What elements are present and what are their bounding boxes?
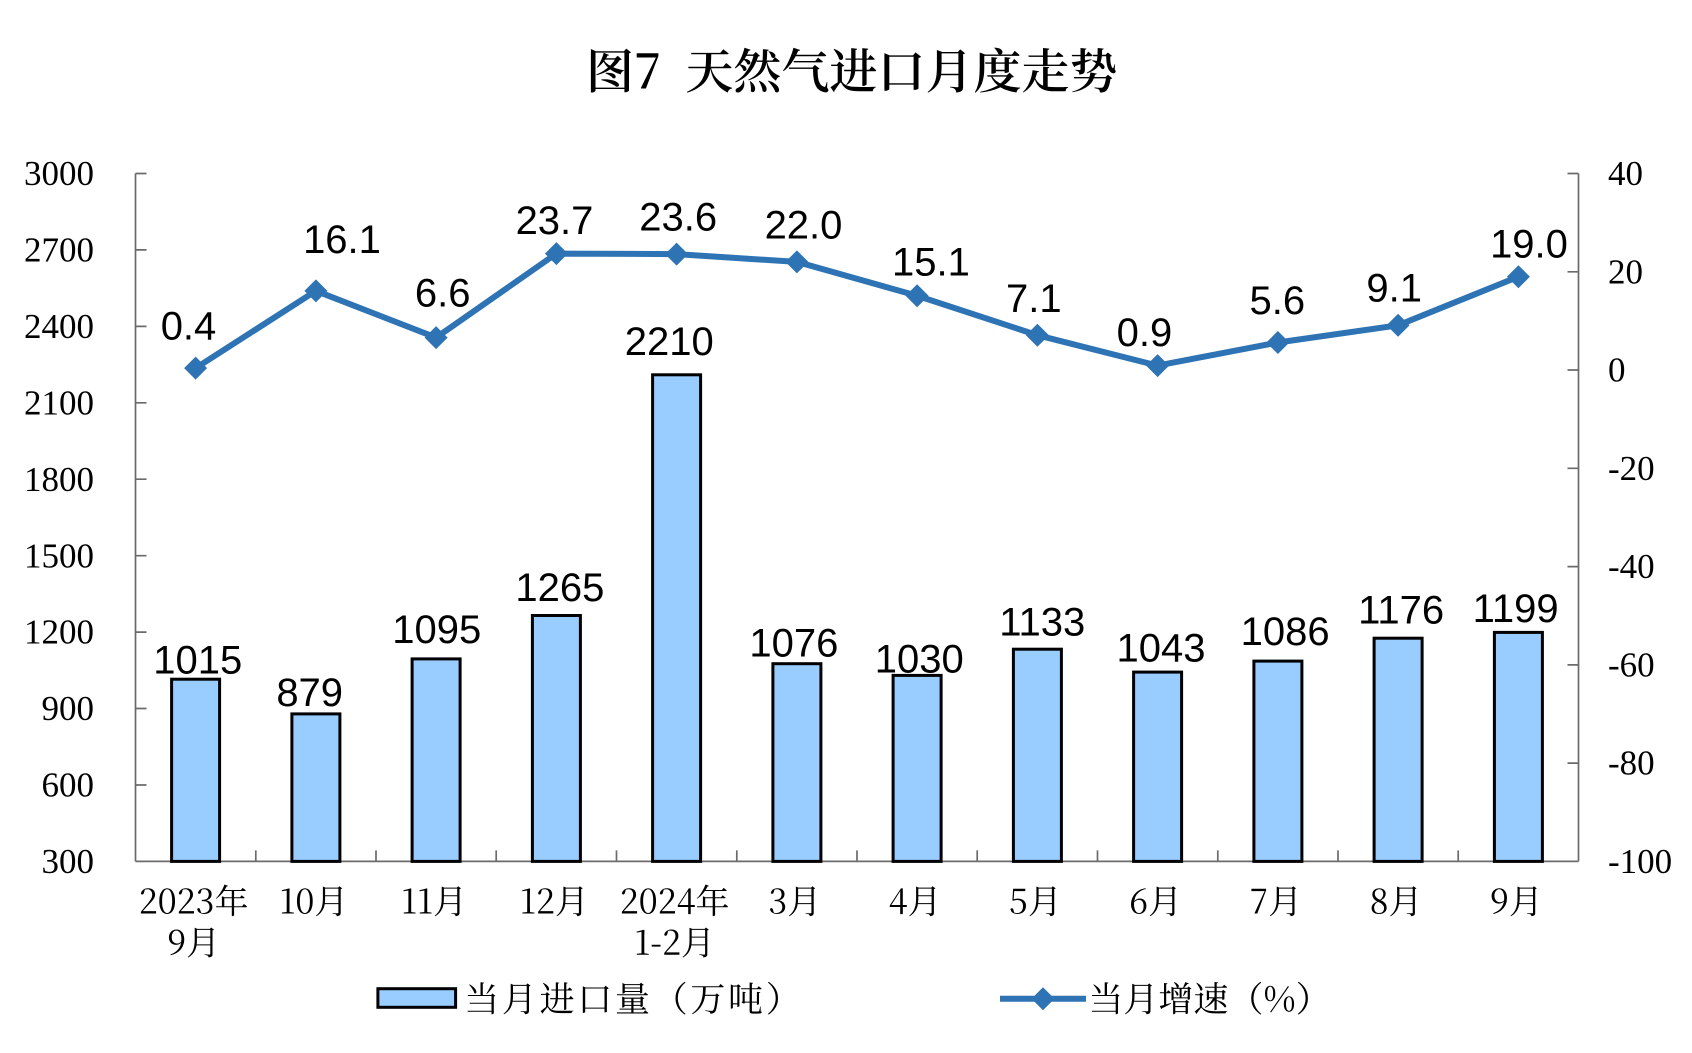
svg-text:-100: -100 [1608,842,1672,881]
svg-text:-80: -80 [1608,744,1655,783]
svg-text:-20: -20 [1608,449,1655,488]
svg-text:879: 879 [276,671,343,715]
svg-text:20: 20 [1608,252,1643,291]
svg-text:15.1: 15.1 [892,240,970,284]
svg-text:1043: 1043 [1117,627,1206,671]
svg-text:-40: -40 [1608,547,1655,586]
svg-text:1265: 1265 [515,566,604,610]
svg-text:1086: 1086 [1241,610,1330,654]
svg-text:23.6: 23.6 [639,196,717,240]
svg-text:2700: 2700 [24,231,94,270]
svg-text:5.6: 5.6 [1249,279,1305,323]
svg-text:7.1: 7.1 [1006,277,1062,321]
svg-text:1133: 1133 [999,601,1085,645]
svg-text:1095: 1095 [392,608,481,652]
svg-text:6.6: 6.6 [415,272,471,316]
svg-text:1200: 1200 [24,613,94,652]
svg-text:-60: -60 [1608,646,1655,685]
svg-text:300: 300 [42,842,95,881]
svg-text:0: 0 [1608,351,1626,390]
svg-text:2210: 2210 [625,320,714,364]
svg-text:40: 40 [1608,154,1643,193]
svg-text:3000: 3000 [24,154,94,193]
svg-text:2100: 2100 [24,383,94,422]
svg-text:1800: 1800 [24,460,94,499]
svg-text:1015: 1015 [153,638,242,682]
svg-text:0.9: 0.9 [1117,311,1173,355]
svg-text:2400: 2400 [24,307,94,346]
svg-text:600: 600 [42,766,95,805]
svg-text:0.4: 0.4 [161,305,217,349]
svg-text:22.0: 22.0 [765,203,843,247]
svg-text:9.1: 9.1 [1366,267,1422,311]
svg-text:1176: 1176 [1358,589,1444,633]
svg-text:1030: 1030 [875,637,964,681]
svg-text:900: 900 [42,689,95,728]
svg-text:1076: 1076 [749,622,838,666]
svg-text:23.7: 23.7 [516,199,594,243]
svg-text:19.0: 19.0 [1490,223,1568,267]
svg-text:1199: 1199 [1473,587,1559,631]
svg-text:1500: 1500 [24,536,94,575]
svg-text:16.1: 16.1 [303,218,381,262]
